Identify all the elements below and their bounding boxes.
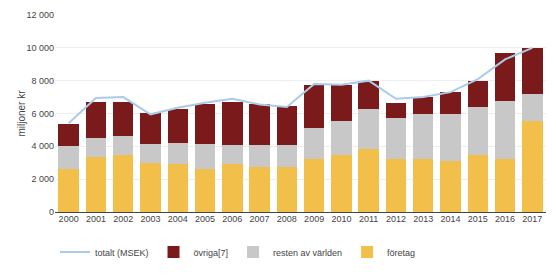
svg-text:miljoner kr: miljoner kr [16,90,27,137]
svg-text:2 000: 2 000 [31,174,54,184]
svg-text:totalt (MSEK): totalt (MSEK) [95,248,149,258]
svg-text:8 000: 8 000 [31,76,54,86]
svg-text:2011: 2011 [359,214,378,224]
svg-text:2008: 2008 [277,214,297,224]
svg-text:2000: 2000 [59,214,79,224]
svg-text:övriga[7]: övriga[7] [194,248,229,258]
svg-text:2005: 2005 [195,214,215,224]
svg-text:2010: 2010 [331,214,351,224]
svg-text:2015: 2015 [468,214,488,224]
svg-text:2003: 2003 [140,214,160,224]
svg-text:2007: 2007 [250,214,270,224]
svg-text:2002: 2002 [113,214,133,224]
svg-text:2004: 2004 [168,214,188,224]
svg-text:2017: 2017 [522,214,542,224]
svg-text:resten av världen: resten av världen [273,248,342,258]
svg-text:10 000: 10 000 [26,43,54,53]
svg-text:2014: 2014 [441,214,461,224]
svg-text:2016: 2016 [495,214,515,224]
svg-text:2006: 2006 [222,214,242,224]
svg-text:6 000: 6 000 [31,109,54,119]
svg-text:företag: företag [387,248,415,258]
svg-text:0: 0 [49,207,54,217]
svg-text:2013: 2013 [413,214,433,224]
svg-text:2001: 2001 [86,214,106,224]
svg-text:4 000: 4 000 [31,141,54,151]
svg-text:2012: 2012 [386,214,406,224]
svg-text:12 000: 12 000 [26,10,54,20]
svg-text:2009: 2009 [304,214,324,224]
